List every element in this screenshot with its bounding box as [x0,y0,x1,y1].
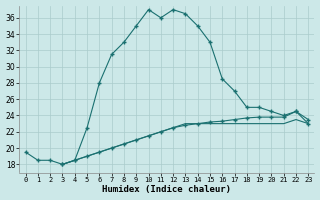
X-axis label: Humidex (Indice chaleur): Humidex (Indice chaleur) [102,185,231,194]
